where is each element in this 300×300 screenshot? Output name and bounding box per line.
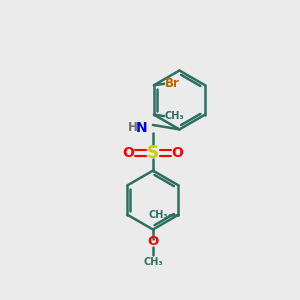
Text: CH₃: CH₃ xyxy=(165,111,184,121)
Text: H: H xyxy=(128,122,138,134)
Text: O: O xyxy=(147,236,159,248)
Text: O: O xyxy=(172,146,184,160)
Text: S: S xyxy=(147,144,159,162)
Text: CH₃: CH₃ xyxy=(149,210,168,220)
Text: Br: Br xyxy=(165,77,180,90)
Text: O: O xyxy=(122,146,134,160)
Text: CH₃: CH₃ xyxy=(143,257,163,268)
Text: N: N xyxy=(136,121,148,135)
